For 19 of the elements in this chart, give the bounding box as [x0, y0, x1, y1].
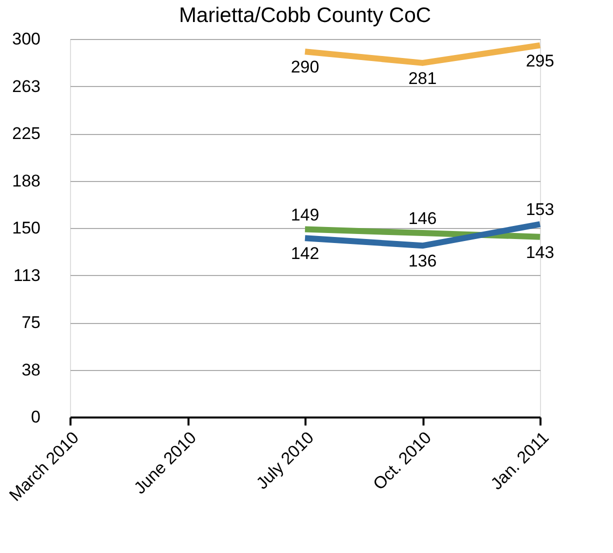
data-label: 149	[290, 205, 320, 224]
data-label: 290	[290, 58, 320, 77]
y-tick-label: 113	[13, 266, 40, 285]
y-tick-label: 38	[22, 360, 40, 380]
chart-title: Marietta/Cobb County CoC	[178, 4, 432, 27]
data-label: 136	[408, 252, 437, 271]
y-tick-label: 300	[12, 30, 40, 48]
data-label: 153	[526, 200, 554, 220]
data-label: 295	[526, 51, 554, 70]
data-label: 143	[526, 242, 554, 262]
y-tick-label: 225	[12, 124, 40, 143]
y-tick-label: 150	[12, 218, 40, 238]
y-tick-label: 75	[22, 313, 40, 332]
data-label: 146	[408, 209, 437, 228]
y-tick-label: 263	[12, 76, 40, 96]
data-label: 281	[408, 68, 437, 88]
data-label: 142	[290, 244, 320, 264]
y-tick-label: 188	[12, 171, 40, 190]
y-tick-label: 0	[31, 408, 40, 426]
